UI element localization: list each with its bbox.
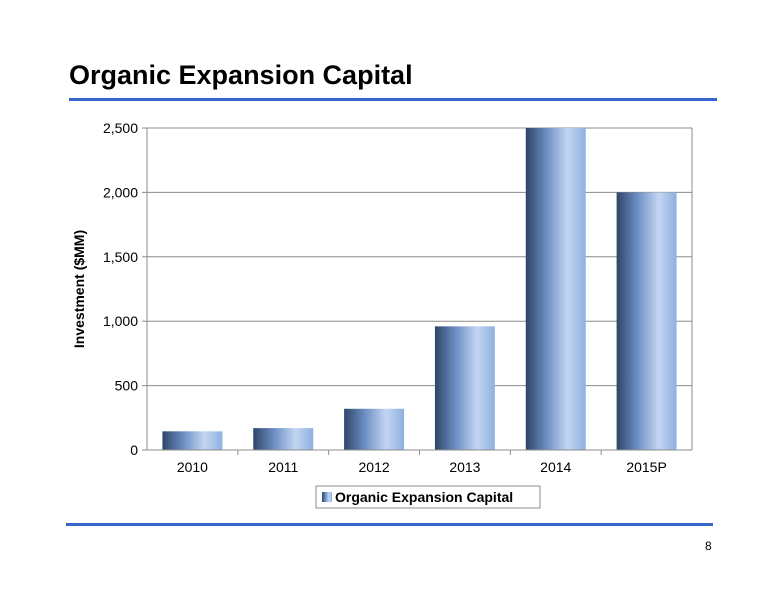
- x-tick-label: 2014: [540, 459, 571, 475]
- bar-2015P: [616, 192, 677, 450]
- legend-swatch: [322, 492, 332, 502]
- y-tick-label: 2,500: [103, 120, 138, 136]
- bar-2012: [344, 408, 405, 450]
- x-tick-label: 2011: [268, 459, 298, 475]
- x-tick-label: 2010: [177, 459, 208, 475]
- y-axis-title: Investment ($MM): [71, 230, 87, 348]
- page-title: Organic Expansion Capital: [69, 60, 413, 90]
- x-tick-label: 2013: [449, 459, 480, 475]
- page-number: 8: [705, 539, 712, 553]
- x-tick-label: 2015P: [626, 459, 666, 475]
- y-tick-label: 1,500: [103, 249, 138, 265]
- bar-2010: [162, 431, 223, 450]
- bar-2013: [434, 326, 495, 450]
- title-underline: [69, 98, 717, 101]
- bars: [162, 128, 677, 450]
- y-tick-label: 1,000: [103, 313, 138, 329]
- y-tick-label: 500: [115, 378, 139, 394]
- footer-rule: [66, 523, 713, 526]
- bar-2011: [253, 428, 314, 450]
- gridlines: [147, 127, 692, 387]
- legend-label: Organic Expansion Capital: [335, 489, 513, 505]
- axes: [142, 127, 693, 455]
- x-tick-labels: 2010 2011 2012 2013 2014 2015P: [177, 459, 667, 475]
- bar-2014: [525, 128, 586, 450]
- y-tick-labels: 0 500 1,000 1,500 2,000 2,500: [103, 120, 138, 458]
- y-tick-label: 2,000: [103, 184, 138, 200]
- legend-box: [315, 485, 541, 509]
- y-tick-label: 0: [130, 442, 138, 458]
- x-tick-label: 2012: [359, 459, 390, 475]
- legend: Organic Expansion Capital: [315, 485, 541, 509]
